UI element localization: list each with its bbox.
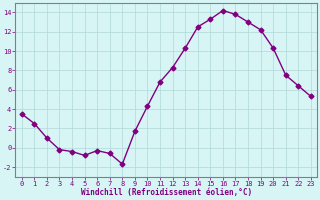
X-axis label: Windchill (Refroidissement éolien,°C): Windchill (Refroidissement éolien,°C) (81, 188, 252, 197)
